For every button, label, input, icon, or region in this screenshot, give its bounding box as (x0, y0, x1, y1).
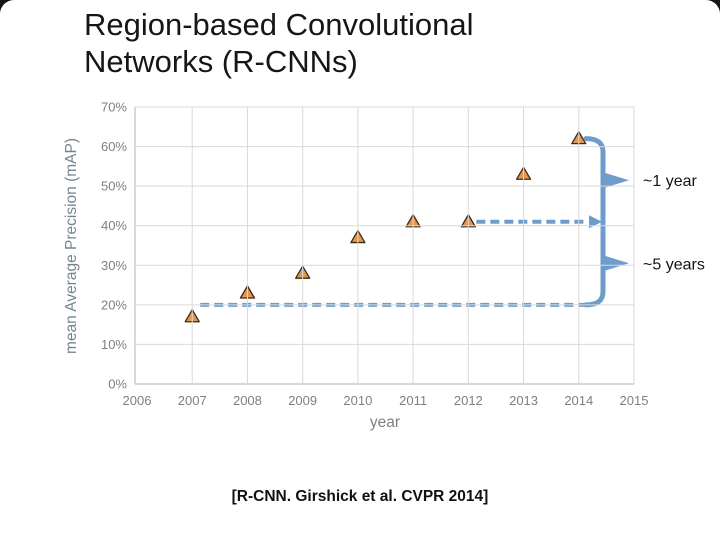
y-tick-label: 20% (101, 297, 127, 312)
guide-arrowhead-icon (589, 215, 602, 229)
x-tick-label: 2009 (288, 393, 317, 408)
brace-spine (583, 136, 606, 308)
annotation-label: ~5 years (643, 256, 705, 273)
brace-horn-icon (603, 255, 629, 272)
y-tick-label: 50% (101, 179, 127, 194)
y-axis-title: mean Average Precision (mAP) (63, 138, 80, 354)
x-tick-label: 2011 (399, 393, 427, 408)
x-tick-label: 2013 (509, 393, 538, 408)
x-axis-title: year (370, 414, 400, 431)
slide-title-line-2: Networks (R-CNNs) (84, 44, 358, 79)
x-tick-label: 2008 (233, 393, 262, 408)
y-tick-label: 60% (101, 139, 127, 154)
x-tick-label: 2015 (620, 393, 649, 408)
citation-caption: [R-CNN. Girshick et al. CVPR 2014] (231, 488, 489, 505)
annotation-label: ~1 year (643, 173, 697, 190)
slide-title-line-1: Region-based Convolutional (84, 7, 474, 42)
slide-title: Region-based Convolutional Networks (R-C… (84, 6, 644, 80)
x-tick-label: 2007 (178, 393, 207, 408)
x-tick-label: 2010 (343, 393, 372, 408)
x-tick-label: 2012 (454, 393, 483, 408)
y-tick-label: 30% (101, 258, 127, 273)
brace-horn-icon (603, 172, 629, 189)
y-tick-label: 0% (108, 377, 127, 392)
x-tick-label: 2014 (564, 393, 593, 408)
x-tick-label: 2006 (123, 393, 152, 408)
y-tick-label: 10% (101, 337, 127, 352)
y-tick-label: 70% (101, 100, 127, 115)
y-tick-label: 40% (101, 218, 127, 233)
